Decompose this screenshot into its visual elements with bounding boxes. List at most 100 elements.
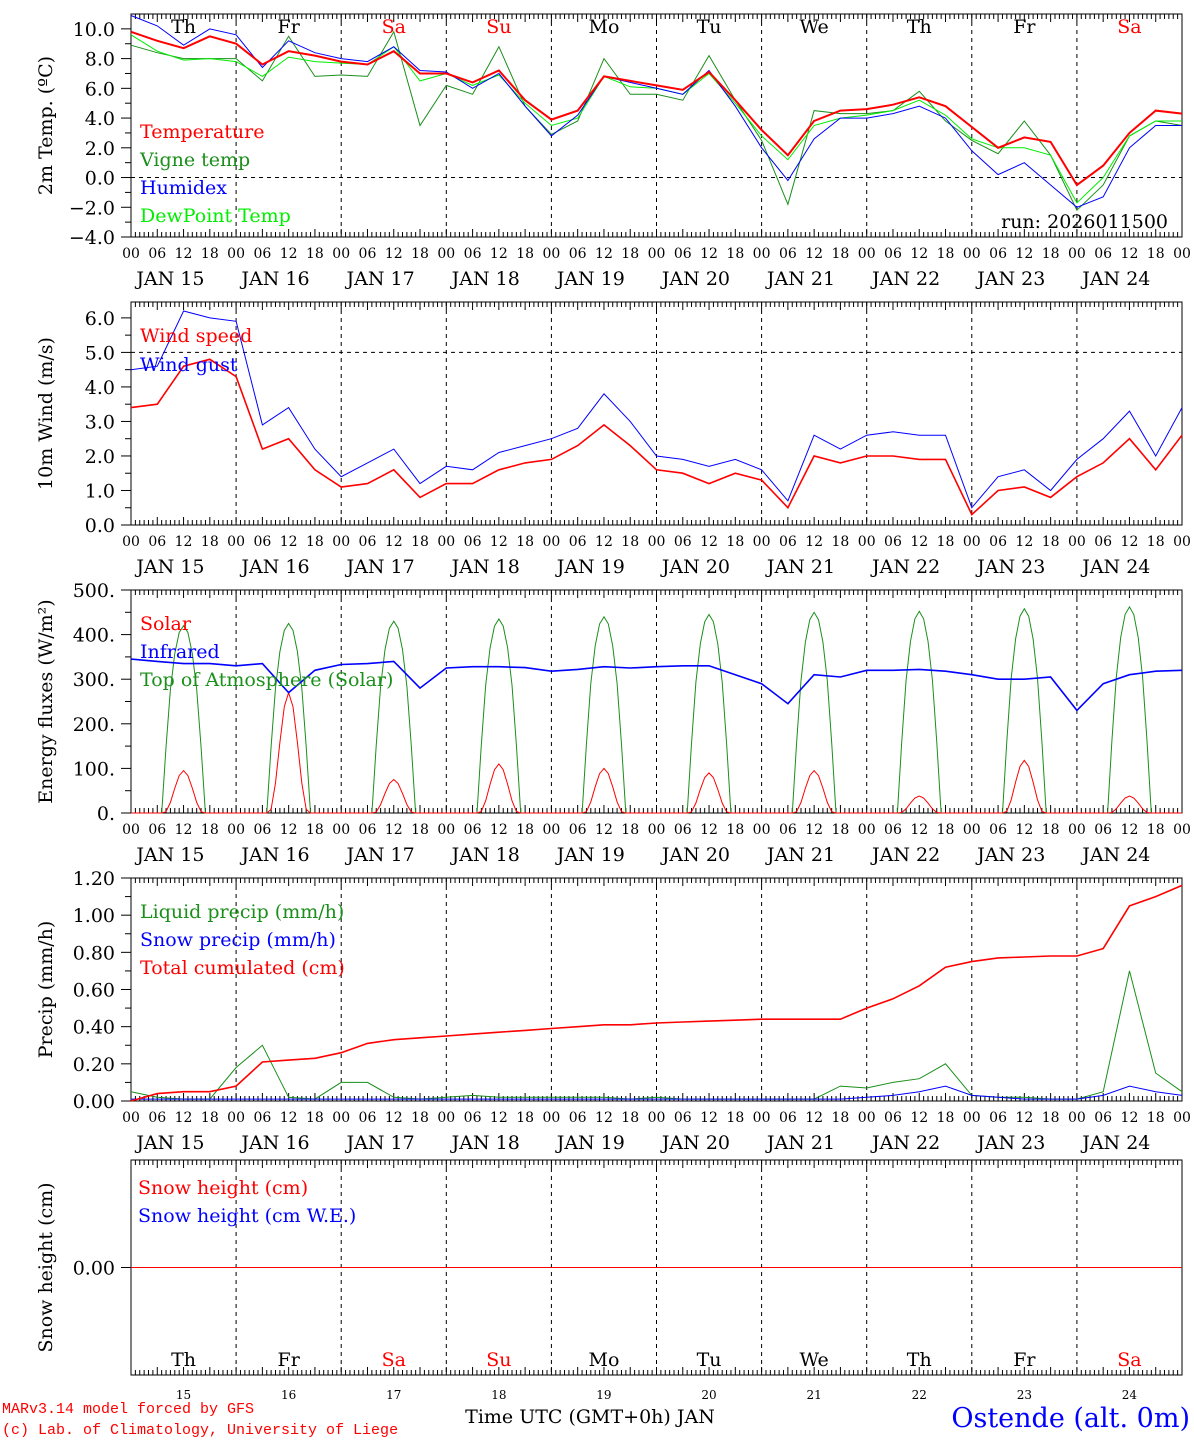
x-hour-label: 06 [884, 246, 902, 262]
day-number: 17 [386, 1388, 401, 1402]
series-line-humidex [130, 15, 1182, 208]
x-hour-label: 06 [253, 534, 271, 550]
y-tick-label: 0.00 [73, 1091, 115, 1113]
x-date-label: JAN 15 [134, 844, 204, 866]
x-hour-label: 06 [1094, 822, 1112, 838]
x-hour-label: 06 [148, 246, 166, 262]
x-hour-label: 06 [1094, 1110, 1112, 1126]
x-date-label: JAN 21 [765, 1132, 835, 1154]
x-date-label: JAN 23 [975, 1132, 1045, 1154]
legend-entry: Temperature [140, 121, 264, 143]
x-date-label: JAN 22 [870, 268, 940, 290]
x-hour-label: 06 [779, 246, 797, 262]
x-hour-label: 00 [227, 822, 245, 838]
x-date-label: JAN 22 [870, 1132, 940, 1154]
x-hour-label: 00 [1173, 246, 1191, 262]
x-hour-label: 00 [1173, 1110, 1191, 1126]
x-date-label: JAN 24 [1080, 268, 1150, 290]
x-hour-label: 06 [569, 246, 587, 262]
x-hour-label: 12 [700, 534, 718, 550]
x-hour-label: 00 [542, 1110, 560, 1126]
x-hour-label: 00 [332, 1110, 350, 1126]
x-hour-label: 18 [201, 534, 219, 550]
legend-entry: Solar [140, 613, 192, 635]
x-hour-label: 18 [411, 822, 429, 838]
x-hour-label: 18 [306, 246, 324, 262]
x-hour-label: 18 [937, 1110, 955, 1126]
x-date-label: JAN 19 [555, 1132, 625, 1154]
x-hour-label: 06 [464, 246, 482, 262]
x-hour-label: 12 [280, 246, 298, 262]
x-hour-label: 00 [332, 822, 350, 838]
series-line-liquid-precip-mm-h- [130, 970, 1183, 1100]
x-hour-label: 12 [175, 534, 193, 550]
day-number: 21 [807, 1388, 822, 1402]
x-hour-label: 00 [227, 534, 245, 550]
x-hour-label: 18 [201, 246, 219, 262]
series-line-snow-precip-mm-h- [131, 1085, 1183, 1100]
x-date-label: JAN 24 [1080, 844, 1150, 866]
x-hour-label: 00 [858, 534, 876, 550]
y-tick-label: 0. [97, 803, 115, 825]
day-name-bottom: Th [907, 1349, 932, 1371]
x-hour-label: 18 [201, 1110, 219, 1126]
x-hour-label: 00 [753, 822, 771, 838]
day-number: 20 [701, 1388, 716, 1402]
y-tick-label: 0.60 [73, 980, 115, 1002]
x-date-label: JAN 24 [1080, 1132, 1150, 1154]
x-hour-label: 18 [306, 534, 324, 550]
x-hour-label: 00 [963, 246, 981, 262]
x-hour-label: 00 [437, 1110, 455, 1126]
y-tick-label: 400. [73, 625, 115, 647]
x-date-label: JAN 23 [975, 556, 1045, 578]
x-hour-label: 00 [753, 246, 771, 262]
x-hour-label: 12 [175, 1110, 193, 1126]
x-hour-label: 12 [490, 822, 508, 838]
x-hour-label: 18 [306, 1110, 324, 1126]
x-date-label: JAN 18 [450, 1132, 520, 1154]
x-hour-label: 06 [989, 822, 1007, 838]
x-hour-label: 06 [884, 534, 902, 550]
x-hour-label: 06 [884, 822, 902, 838]
x-hour-label: 06 [674, 822, 692, 838]
x-hour-label: 12 [910, 246, 928, 262]
x-hour-label: 00 [963, 534, 981, 550]
x-hour-label: 00 [648, 246, 666, 262]
y-tick-label: 0.20 [73, 1054, 115, 1076]
y-tick-label: 6.0 [85, 78, 115, 100]
day-name-bottom: We [800, 1349, 829, 1371]
x-hour-label: 18 [1042, 534, 1060, 550]
y-tick-label: 500. [73, 580, 115, 602]
y-tick-label: 2.0 [85, 446, 115, 468]
x-hour-label: 18 [1147, 1110, 1165, 1126]
series-line-vigne-temp [130, 30, 1183, 212]
x-hour-label: 12 [700, 1110, 718, 1126]
x-hour-label: 06 [253, 1110, 271, 1126]
x-date-label: JAN 18 [450, 268, 520, 290]
x-hour-label: 00 [648, 822, 666, 838]
x-hour-label: 18 [1042, 1110, 1060, 1126]
legend-entry: Infrared [140, 641, 220, 663]
series-line-wind-speed [130, 358, 1183, 516]
day-name-bottom: Su [486, 1349, 511, 1371]
day-name-top: Tu [697, 16, 722, 38]
x-hour-label: 00 [122, 1110, 140, 1126]
x-hour-label: 06 [779, 1110, 797, 1126]
x-hour-label: 00 [858, 246, 876, 262]
legend-entry: Snow height (cm) [138, 1177, 308, 1199]
credit-line-2: (c) Lab. of Climatology, University of L… [2, 1422, 398, 1439]
x-hour-label: 00 [542, 534, 560, 550]
day-name-bottom: Th [171, 1349, 196, 1371]
x-hour-label: 18 [726, 1110, 744, 1126]
x-hour-label: 12 [490, 534, 508, 550]
y-tick-label: −4.0 [69, 227, 115, 249]
series-line-total-cumulated-cm- [130, 884, 1183, 1102]
legend-entry: Humidex [140, 177, 227, 199]
x-hour-label: 18 [937, 534, 955, 550]
x-hour-label: 12 [910, 1110, 928, 1126]
x-hour-label: 06 [569, 1110, 587, 1126]
day-number: 24 [1122, 1388, 1138, 1402]
x-hour-label: 18 [726, 822, 744, 838]
y-tick-label: 2.0 [85, 138, 115, 160]
legend-entry: Wind speed [140, 325, 252, 347]
